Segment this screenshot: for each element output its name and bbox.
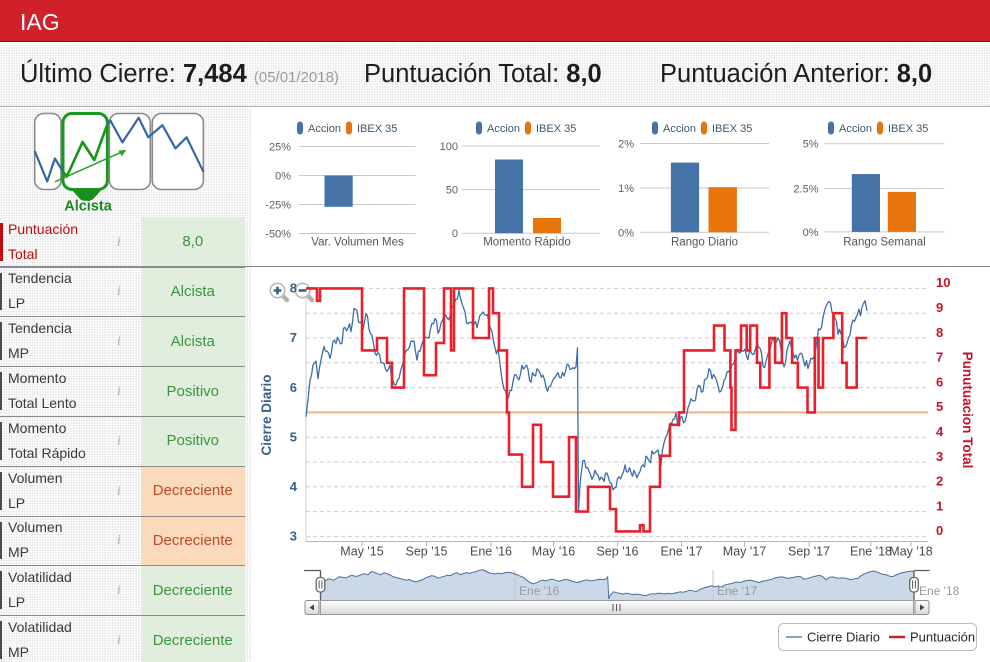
svg-text:8: 8: [290, 281, 297, 296]
svg-text:May '15: May '15: [340, 545, 383, 559]
svg-text:25%: 25%: [269, 142, 291, 154]
svg-text:Puntuación: Puntuación: [910, 630, 975, 645]
svg-text:IBEX 35: IBEX 35: [357, 123, 397, 135]
svg-text:Accion: Accion: [839, 123, 872, 135]
svg-text:Var. Volumen Mes: Var. Volumen Mes: [311, 237, 404, 249]
svg-text:Cierre Diario: Cierre Diario: [259, 374, 274, 455]
svg-text:2: 2: [936, 474, 943, 489]
svg-text:Accion: Accion: [487, 123, 520, 135]
svg-text:2%: 2%: [618, 139, 634, 151]
svg-text:IBEX 35: IBEX 35: [712, 123, 752, 135]
svg-text:8: 8: [936, 325, 943, 340]
svg-text:7: 7: [936, 350, 943, 365]
svg-text:Ene '16: Ene '16: [470, 545, 512, 559]
svg-text:0%: 0%: [803, 227, 819, 239]
svg-text:Ene '17: Ene '17: [660, 545, 702, 559]
svg-text:Sep '17: Sep '17: [788, 545, 830, 559]
svg-text:4: 4: [290, 479, 298, 494]
svg-text:Cierre Diario: Cierre Diario: [807, 630, 880, 645]
svg-text:May '18: May '18: [889, 545, 932, 559]
svg-text:Ene '17: Ene '17: [717, 584, 758, 598]
svg-text:IBEX 35: IBEX 35: [888, 123, 928, 135]
svg-text:6: 6: [290, 380, 297, 395]
svg-text:100: 100: [440, 141, 458, 153]
svg-text:May '17: May '17: [723, 545, 766, 559]
svg-text:Rango Semanal: Rango Semanal: [843, 237, 925, 249]
svg-text:0%: 0%: [275, 171, 291, 183]
svg-text:1%: 1%: [618, 183, 634, 195]
svg-text:Sep '15: Sep '15: [405, 545, 447, 559]
svg-text:0: 0: [452, 228, 458, 240]
svg-text:5%: 5%: [803, 139, 819, 151]
svg-text:Ene '18: Ene '18: [919, 584, 960, 598]
svg-text:5: 5: [936, 399, 943, 414]
svg-text:5: 5: [290, 429, 297, 444]
svg-text:-50%: -50%: [265, 229, 291, 241]
svg-text:IBEX 35: IBEX 35: [536, 123, 576, 135]
svg-text:9: 9: [936, 300, 943, 315]
svg-text:May '16: May '16: [532, 545, 575, 559]
svg-text:10: 10: [936, 275, 950, 290]
svg-text:Ene '16: Ene '16: [519, 584, 560, 598]
svg-text:4: 4: [936, 424, 944, 439]
svg-text:Accion: Accion: [663, 123, 696, 135]
svg-text:2.5%: 2.5%: [793, 184, 818, 196]
svg-text:0: 0: [936, 523, 943, 538]
svg-text:6: 6: [936, 374, 943, 389]
svg-text:7: 7: [290, 330, 297, 345]
svg-text:3: 3: [936, 449, 943, 464]
svg-text:Ene '18: Ene '18: [850, 545, 892, 559]
svg-text:Rango Diario: Rango Diario: [671, 237, 738, 249]
svg-text:3: 3: [290, 529, 297, 544]
svg-text:0%: 0%: [618, 227, 634, 239]
svg-text:50: 50: [446, 185, 458, 197]
svg-text:Alcista: Alcista: [64, 199, 112, 215]
svg-text:Accion: Accion: [308, 123, 341, 135]
svg-text:-25%: -25%: [265, 200, 291, 212]
svg-text:Momento Rápido: Momento Rápido: [483, 237, 571, 249]
svg-text:Punutuacion Total: Punutuacion Total: [960, 352, 975, 469]
svg-text:Sep '16: Sep '16: [596, 545, 638, 559]
svg-text:1: 1: [936, 498, 943, 513]
